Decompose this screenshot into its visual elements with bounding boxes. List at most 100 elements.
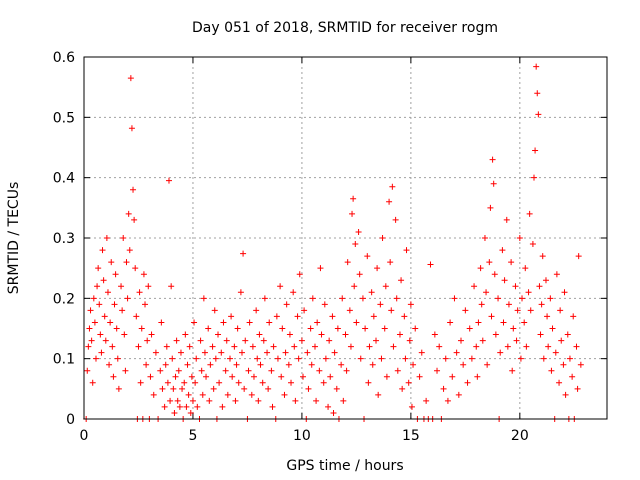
data-point	[187, 409, 194, 416]
x-axis-label: GPS time / hours	[286, 458, 403, 474]
data-point	[387, 259, 394, 266]
data-point	[123, 259, 130, 266]
data-point	[381, 325, 388, 332]
data-point	[250, 373, 257, 380]
data-point	[163, 343, 170, 350]
data-point	[142, 301, 149, 308]
data-point	[295, 355, 302, 362]
data-point	[536, 283, 543, 290]
y-tick-label: 0.1	[53, 352, 75, 368]
data-point	[158, 319, 165, 326]
data-point	[124, 295, 131, 302]
data-point	[283, 301, 290, 308]
data-point	[85, 343, 92, 350]
data-point	[103, 235, 110, 241]
data-point	[270, 343, 277, 350]
data-point	[172, 373, 179, 380]
data-point	[552, 349, 559, 356]
data-point	[282, 349, 289, 356]
data-point	[148, 331, 155, 338]
data-point	[517, 355, 524, 362]
data-point	[408, 403, 415, 410]
data-point	[260, 337, 267, 344]
data-point	[119, 307, 126, 314]
data-point	[375, 391, 382, 398]
data-point	[130, 186, 137, 193]
data-point	[201, 349, 208, 356]
data-point	[104, 289, 111, 296]
data-point	[259, 379, 266, 386]
data-point	[194, 403, 201, 410]
data-point	[491, 271, 498, 278]
data-point	[475, 319, 482, 326]
data-point	[249, 343, 256, 350]
data-point	[401, 313, 408, 320]
data-point	[386, 198, 393, 205]
data-point	[211, 307, 218, 314]
data-point	[366, 343, 373, 350]
data-point	[492, 331, 499, 338]
data-point	[484, 361, 491, 368]
data-point	[245, 367, 252, 374]
data-point	[140, 271, 147, 278]
data-point	[449, 373, 456, 380]
data-point	[519, 295, 526, 302]
data-point	[382, 283, 389, 290]
data-point	[339, 295, 346, 302]
data-point	[365, 379, 372, 386]
data-point	[370, 313, 377, 320]
data-point	[294, 313, 301, 320]
data-point	[193, 355, 200, 362]
x-tick-label: 15	[402, 428, 420, 444]
data-point	[353, 319, 360, 326]
data-point	[269, 403, 276, 410]
data-point	[183, 403, 190, 410]
data-point	[242, 337, 249, 344]
data-point	[416, 373, 423, 380]
data-point	[330, 409, 337, 416]
data-point	[135, 343, 142, 350]
data-point	[298, 337, 305, 344]
data-point	[344, 259, 351, 266]
data-point	[451, 295, 458, 302]
data-point	[224, 391, 231, 398]
data-point	[157, 367, 164, 374]
data-point	[508, 259, 515, 266]
chart-title: Day 051 of 2018, SRMTID for receiver rog…	[192, 20, 498, 36]
data-point	[313, 397, 320, 404]
data-point	[91, 319, 98, 326]
data-point	[316, 367, 323, 374]
data-point	[406, 337, 413, 344]
data-point	[291, 343, 298, 350]
data-point	[540, 355, 547, 362]
y-tick-label: 0.4	[53, 171, 75, 187]
data-point	[545, 343, 552, 350]
y-tick-label: 0.5	[53, 110, 75, 126]
data-point	[167, 397, 174, 404]
data-point	[362, 325, 369, 332]
data-point	[529, 241, 536, 248]
data-point	[121, 331, 128, 338]
data-point	[96, 301, 103, 308]
data-point	[94, 283, 101, 290]
data-point	[320, 379, 327, 386]
data-point	[147, 373, 154, 380]
data-point	[569, 373, 576, 380]
data-point	[501, 277, 508, 284]
data-point	[240, 250, 247, 257]
data-point	[389, 183, 396, 190]
data-point	[101, 313, 108, 320]
data-point	[107, 319, 114, 326]
data-point	[478, 301, 485, 308]
data-point	[398, 277, 405, 284]
data-point	[290, 289, 297, 296]
data-point	[232, 397, 239, 404]
data-point	[479, 337, 486, 344]
data-point	[152, 349, 159, 356]
data-point	[219, 403, 226, 410]
data-point	[113, 325, 120, 332]
data-point	[227, 355, 234, 362]
data-point	[199, 391, 206, 398]
x-tick-label: 20	[511, 428, 529, 444]
data-point	[228, 313, 235, 320]
